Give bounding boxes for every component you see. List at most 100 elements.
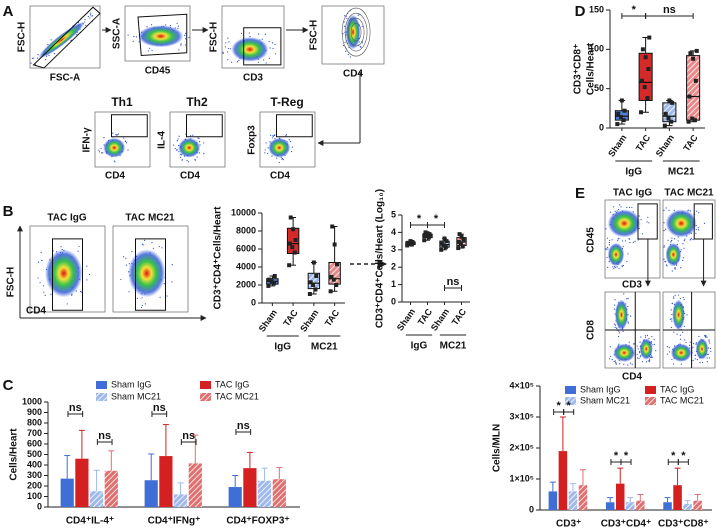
density: [665, 209, 697, 238]
event-dot: [271, 137, 274, 139]
event-dot: [638, 215, 640, 217]
event-dot: [618, 267, 620, 270]
event-dot: [674, 267, 676, 269]
event-dot: [631, 206, 633, 209]
data-point: [272, 274, 277, 278]
event-dot: [631, 363, 633, 365]
event-dot: [98, 149, 100, 151]
event-dot: [608, 244, 611, 246]
y-axis-label: CD3⁺CD4⁺Cells/Heart: [213, 206, 224, 309]
y-tick-label: 100: [27, 491, 42, 501]
event-dot: [671, 358, 673, 361]
data-point: [616, 111, 621, 116]
label: Th2: [186, 95, 208, 109]
data-point: [422, 233, 427, 238]
event-dot: [613, 206, 615, 208]
label: FSC-H: [6, 267, 17, 298]
event-dot: [271, 155, 273, 157]
event-dot: [268, 57, 270, 59]
y-tick-label: 4: [391, 227, 396, 237]
data-point: [639, 78, 644, 83]
legend-label: TAC IgG: [660, 384, 694, 394]
event-dot: [677, 240, 679, 242]
event-dot: [626, 298, 628, 300]
y-axis-label: Cells/Heart: [9, 428, 20, 481]
label: CD4: [180, 171, 200, 182]
label: TAC MC21: [664, 188, 714, 199]
label: CD3: [243, 73, 263, 84]
event-dot: [177, 138, 179, 140]
event-dot: [222, 52, 224, 54]
label: TAC IgG: [47, 213, 86, 224]
data-point: [645, 96, 650, 101]
label: TAC MC21: [125, 213, 175, 224]
event-dot: [159, 296, 161, 298]
event-dot: [646, 221, 648, 223]
bar: [75, 458, 89, 507]
event-dot: [166, 295, 168, 297]
data-point: [408, 239, 413, 244]
event-dot: [172, 144, 175, 146]
event-dot: [43, 285, 45, 287]
event-dot: [646, 334, 648, 337]
event-dot: [689, 344, 691, 346]
y-tick-label: 5: [391, 209, 396, 219]
event-dot: [127, 149, 129, 151]
event-dot: [682, 331, 684, 333]
density: [103, 137, 126, 158]
label: CD4: [343, 69, 363, 80]
event-dot: [344, 15, 346, 17]
event-dot: [176, 140, 178, 142]
event-dot: [614, 299, 616, 301]
legend-swatch: [200, 393, 211, 401]
event-dot: [682, 243, 684, 245]
event-dot: [683, 325, 685, 327]
event-dot: [705, 336, 707, 338]
event-dot: [37, 277, 39, 279]
event-dot: [671, 313, 673, 316]
data-point: [271, 281, 276, 286]
event-dot: [90, 12, 92, 14]
event-dot: [127, 34, 129, 36]
event-dot: [618, 208, 620, 211]
event-dot: [53, 52, 55, 55]
event-dot: [194, 159, 196, 161]
panel-letter: D: [575, 3, 586, 20]
data-point: [422, 238, 427, 243]
bar: [626, 502, 635, 510]
y-tick-label: 0: [391, 296, 396, 306]
bar: [578, 485, 588, 510]
event-dot: [645, 361, 647, 363]
event-dot: [613, 268, 615, 270]
event-dot: [618, 332, 620, 334]
x-tick-label: CD4⁺IL-4⁺: [66, 516, 114, 527]
event-dot: [692, 239, 694, 241]
contour: [350, 22, 362, 42]
event-dot: [361, 42, 363, 44]
panel-letter: A: [3, 3, 14, 20]
legend-swatch: [200, 381, 211, 389]
event-dot: [605, 247, 607, 250]
data-point: [405, 243, 410, 248]
event-dot: [638, 357, 640, 359]
event-dot: [680, 363, 682, 365]
event-dot: [616, 266, 618, 268]
y-tick-label: 0: [599, 122, 604, 132]
bar: [272, 479, 286, 507]
gate: [52, 238, 83, 311]
event-dot: [615, 327, 618, 329]
event-dot: [621, 240, 624, 242]
event-dot: [116, 134, 118, 136]
event-dot: [131, 251, 133, 253]
event-dot: [291, 150, 293, 153]
data-point: [328, 289, 333, 294]
event-dot: [636, 357, 639, 359]
y-tick-label: 8000: [236, 225, 256, 235]
event-dot: [197, 137, 199, 139]
event-dot: [689, 341, 691, 343]
y-axis-label: CD3⁺CD8⁺: [573, 44, 584, 95]
event-dot: [344, 41, 346, 43]
x-tick-label: CD3⁺: [556, 519, 581, 530]
bar: [683, 503, 692, 510]
event-dot: [361, 25, 363, 27]
